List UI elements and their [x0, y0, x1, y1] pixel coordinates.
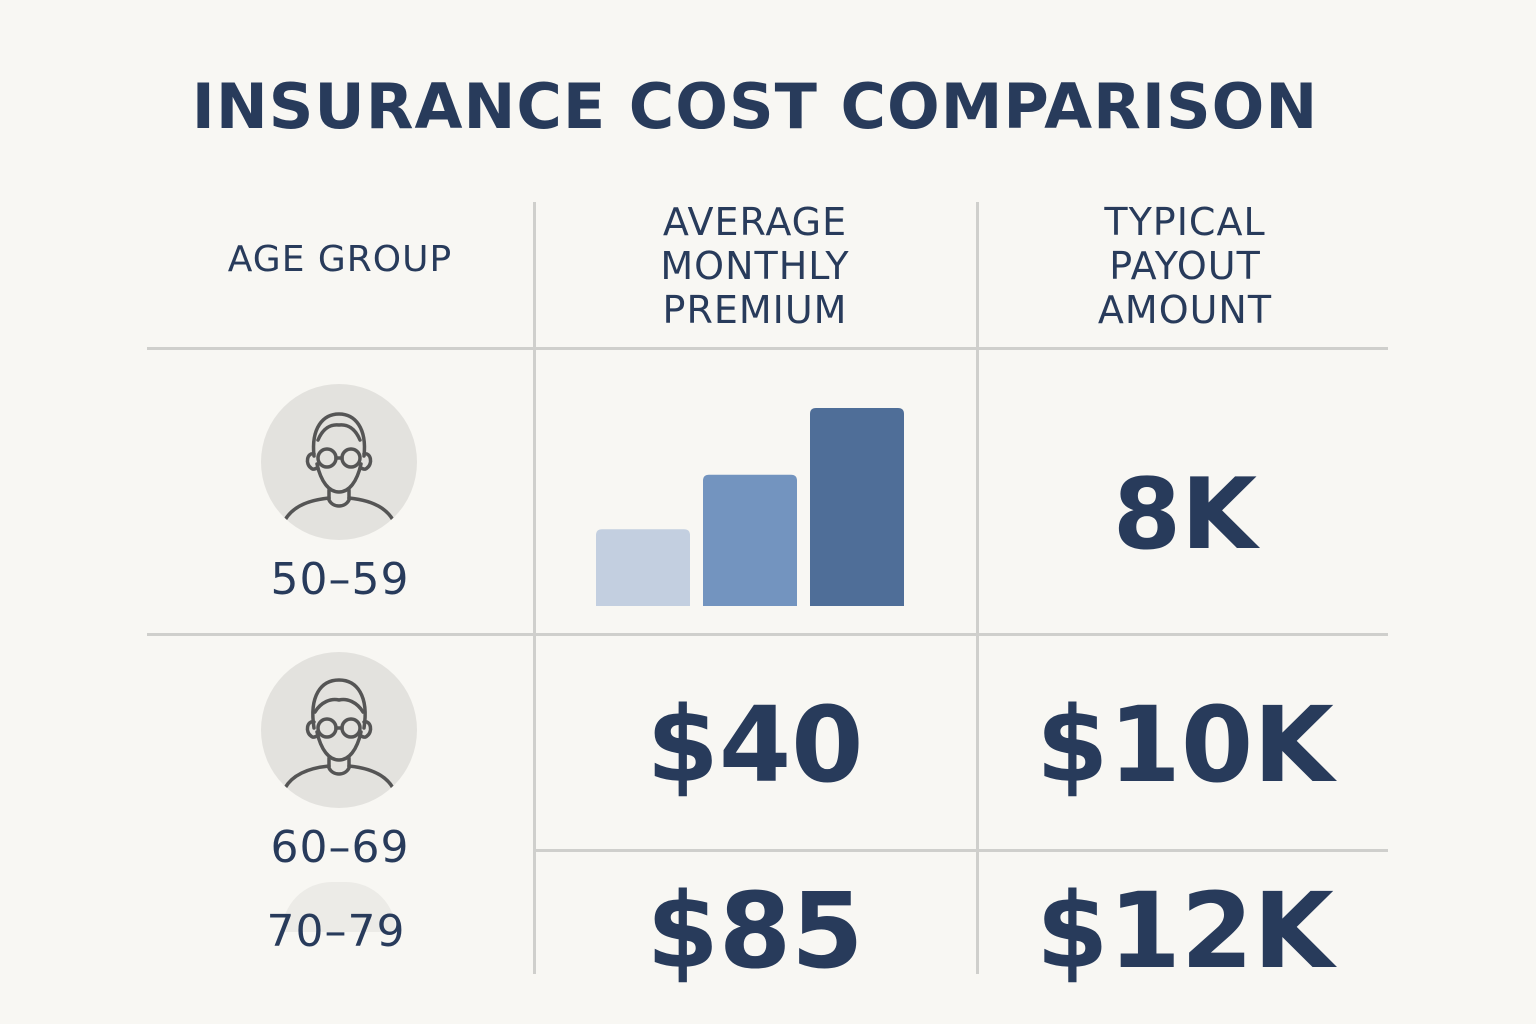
premium-bar-2 [703, 474, 797, 606]
header-typical-payout-amount: TYPICAL PAYOUT AMOUNT [1097, 200, 1273, 332]
header-average-monthly-premium: AVERAGE MONTHLY PREMIUM [660, 200, 850, 332]
age-label: 50–59 [270, 554, 410, 605]
premium-bar-chart [596, 408, 904, 606]
premium-value: $85 [646, 870, 864, 992]
premium-bar-3 [810, 408, 904, 606]
payout-value: $10K [1036, 684, 1334, 806]
premium-bar-1 [596, 529, 690, 606]
row-divider [147, 633, 1388, 636]
age-label: 60–69 [270, 822, 410, 873]
column-divider [533, 202, 536, 974]
person-with-glasses-icon [261, 652, 417, 808]
row-divider [536, 849, 1388, 852]
payout-value: 8K [1112, 458, 1258, 572]
header-age-group: AGE GROUP [227, 239, 453, 280]
age-label: 70–79 [266, 906, 406, 957]
page-title: INSURANCE COST COMPARISON [191, 70, 1319, 143]
person-with-glasses-icon [261, 384, 417, 540]
premium-value: $40 [646, 684, 864, 806]
column-divider [976, 202, 979, 974]
payout-value: $12K [1036, 870, 1334, 992]
row-divider [147, 347, 1388, 350]
